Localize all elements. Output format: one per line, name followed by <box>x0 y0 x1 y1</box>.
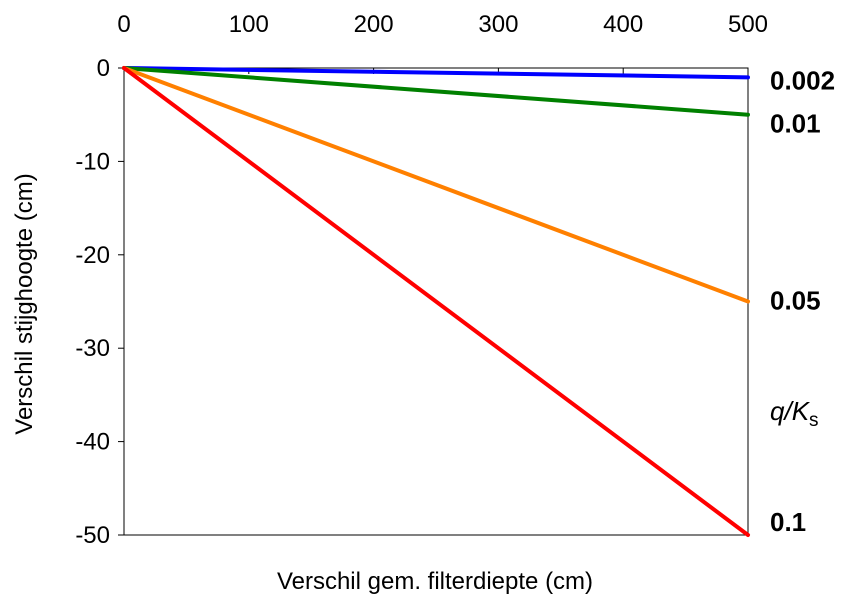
series-line-0-01 <box>122 66 750 117</box>
y-axis-title: Verschil stijghoogte (cm) <box>11 173 38 434</box>
x-axis: 0 100 200 300 400 500 <box>117 11 768 74</box>
y-tick-label: -20 <box>75 242 110 269</box>
series-labels: 0.002 0.01 0.05 0.1 <box>770 65 835 537</box>
x-tick-label: 0 <box>117 11 130 38</box>
series-line-0-1 <box>122 66 750 537</box>
y-tick-label: -10 <box>75 148 110 175</box>
x-axis-title: Verschil gem. filterdiepte (cm) <box>277 568 593 595</box>
series-lines <box>122 66 750 537</box>
y-tick-label: -50 <box>75 522 110 549</box>
series-label-0-05: 0.05 <box>770 286 821 316</box>
legend-title-q: q <box>770 396 785 426</box>
y-tick-label: 0 <box>97 55 110 82</box>
series-line-0-002 <box>122 66 750 80</box>
x-tick-label: 400 <box>603 11 643 38</box>
legend-title-slash: / <box>782 396 794 426</box>
x-tick-label: 500 <box>728 11 768 38</box>
y-tick-label: -40 <box>75 429 110 456</box>
legend-title-sub: s <box>809 410 819 431</box>
series-label-0-01: 0.01 <box>770 109 821 139</box>
series-line-0-05 <box>122 66 750 304</box>
y-axis: 0 -10 -20 -30 -40 -50 <box>75 55 124 549</box>
x-tick-label: 300 <box>478 11 518 38</box>
legend-title: q/Ks <box>770 396 819 431</box>
x-tick-label: 200 <box>354 11 394 38</box>
x-tick-label: 100 <box>229 11 269 38</box>
series-label-0-002: 0.002 <box>770 65 835 95</box>
series-label-0-1: 0.1 <box>770 507 806 537</box>
y-tick-label: -30 <box>75 335 110 362</box>
legend-title-k: K <box>792 396 811 426</box>
